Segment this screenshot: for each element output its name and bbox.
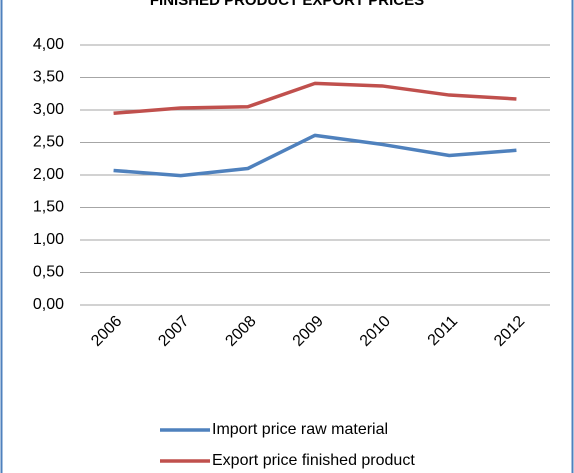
- y-tick-label: 3,50: [33, 69, 64, 86]
- y-tick-label: 1,50: [33, 199, 64, 216]
- y-tick-label: 3,00: [33, 101, 64, 118]
- y-tick-label: 0,50: [33, 264, 64, 281]
- legend-label: Import price raw material: [212, 421, 388, 438]
- y-tick-label: 4,00: [33, 36, 64, 53]
- y-tick-label: 2,50: [33, 134, 64, 151]
- series-line: [113, 133, 517, 178]
- y-tick-label: 2,00: [33, 166, 64, 183]
- chart-title: FINISHED PRODUCT EXPORT PRICES: [150, 0, 424, 9]
- y-tick-label: 0,00: [33, 296, 64, 313]
- series-line: [113, 81, 517, 115]
- legend-label: Export price finished product: [212, 452, 415, 469]
- y-tick-label: 1,00: [33, 231, 64, 248]
